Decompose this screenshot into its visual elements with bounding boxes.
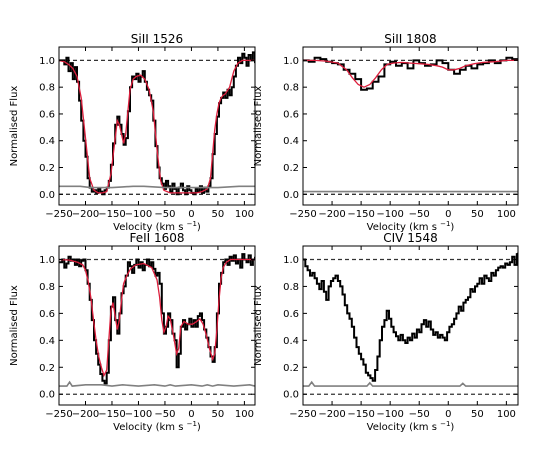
y-tick-label: 0.2 xyxy=(39,363,55,374)
panel-title: CIV 1548 xyxy=(383,231,437,245)
axes-frame xyxy=(302,245,519,406)
error-series-line xyxy=(59,380,255,387)
x-tick-label: −200 xyxy=(318,409,345,420)
x-axis-label: Velocity (km s −1) xyxy=(367,420,455,433)
data-series-line xyxy=(59,51,255,196)
y-tick-label: 0.2 xyxy=(283,163,299,174)
y-tick-label: 0.6 xyxy=(283,309,299,320)
x-tick-label: −250 xyxy=(289,209,316,220)
plot-area xyxy=(303,252,518,387)
x-tick-label: −150 xyxy=(347,209,374,220)
y-tick-label: 0.4 xyxy=(39,136,55,147)
plot-area xyxy=(59,51,255,196)
x-tick-label: −100 xyxy=(125,409,152,420)
x-tick-label: 50 xyxy=(471,209,484,220)
x-tick-label: −50 xyxy=(409,409,430,420)
x-tick-label: −150 xyxy=(347,409,374,420)
y-axis-label: Normalised Flux xyxy=(253,86,264,167)
y-tick-label: 0.0 xyxy=(283,390,299,401)
y-tick-label: 0.2 xyxy=(283,363,299,374)
panel-3: −250 −200 −150 −100 −50 0 50 100 0.0 0.2 0.4 0.6 0.8… xyxy=(9,231,256,433)
x-axis-label: Velocity (km s −1) xyxy=(113,420,201,433)
x-tick-label: 100 xyxy=(497,209,516,220)
data-series-line xyxy=(303,252,518,382)
x-axis-label: Velocity (km s −1) xyxy=(367,220,455,233)
y-axis-label: Normalised Flux xyxy=(9,285,20,366)
x-tick-label: −250 xyxy=(289,409,316,420)
y-tick-label: 1.0 xyxy=(283,255,299,266)
y-axis-label: Normalised Flux xyxy=(9,86,20,167)
plot-area xyxy=(303,56,518,193)
panel-title: FeII 1608 xyxy=(129,231,184,245)
x-tick-label: 50 xyxy=(212,409,225,420)
y-tick-label: 0.0 xyxy=(283,190,299,201)
y-tick-label: 0.8 xyxy=(283,282,299,293)
x-tick-label: 100 xyxy=(235,409,254,420)
x-tick-label: 0 xyxy=(445,209,451,220)
panel-title: SiII 1808 xyxy=(384,32,436,46)
x-tick-label: −150 xyxy=(98,409,125,420)
axes-frame xyxy=(58,245,256,406)
y-tick-label: 0.2 xyxy=(39,163,55,174)
model-series-line xyxy=(59,59,255,194)
y-tick-label: 0.4 xyxy=(283,336,299,347)
y-tick-label: 1.0 xyxy=(283,56,299,67)
error-series-line xyxy=(59,185,255,189)
y-tick-label: 1.0 xyxy=(39,255,55,266)
x-tick-label: −150 xyxy=(98,209,125,220)
error-series-line xyxy=(303,380,518,387)
x-tick-label: 100 xyxy=(235,209,254,220)
x-tick-label: −50 xyxy=(154,209,175,220)
y-tick-label: 0.8 xyxy=(39,83,55,94)
panel-4: −250 −200 −150 −100 −50 0 50 100 0.0 0.2 0.4 0.6 0.8… xyxy=(253,231,519,433)
y-tick-label: 0.6 xyxy=(39,109,55,120)
x-tick-label: −100 xyxy=(376,209,403,220)
y-tick-label: 0.8 xyxy=(39,282,55,293)
y-tick-label: 0.0 xyxy=(39,390,55,401)
x-tick-label: −200 xyxy=(72,409,99,420)
y-tick-label: 1.0 xyxy=(39,56,55,67)
y-tick-label: 0.0 xyxy=(39,190,55,201)
x-tick-label: −50 xyxy=(154,409,175,420)
x-tick-label: −250 xyxy=(45,209,72,220)
x-tick-label: 50 xyxy=(471,409,484,420)
axes-frame xyxy=(58,46,256,206)
panel-title: SiII 1526 xyxy=(131,32,183,46)
x-tick-label: 0 xyxy=(188,209,194,220)
x-tick-label: −100 xyxy=(125,209,152,220)
y-tick-label: 0.6 xyxy=(39,309,55,320)
y-tick-label: 0.6 xyxy=(283,109,299,120)
x-tick-label: −200 xyxy=(318,209,345,220)
model-series-line xyxy=(59,258,255,378)
x-tick-label: 100 xyxy=(497,409,516,420)
panel-2: −250 −200 −150 −100 −50 0 50 100 0.0 0.2 0.4 0.6 0.8… xyxy=(253,32,519,233)
plot-area xyxy=(59,253,255,387)
x-tick-label: −250 xyxy=(45,409,72,420)
x-tick-label: −100 xyxy=(376,409,403,420)
x-tick-label: 0 xyxy=(445,409,451,420)
x-tick-label: −200 xyxy=(72,209,99,220)
y-axis-label: Normalised Flux xyxy=(253,285,264,366)
panel-1: −250 −200 −150 −100 −50 0 50 100 0.0 0.2 0.4 0.6 0.8… xyxy=(9,32,256,233)
y-tick-label: 0.4 xyxy=(283,136,299,147)
axes-frame xyxy=(302,46,519,206)
model-series-line xyxy=(303,59,518,88)
x-tick-label: −50 xyxy=(409,209,430,220)
y-tick-label: 0.4 xyxy=(39,336,55,347)
x-tick-label: 0 xyxy=(188,409,194,420)
x-tick-label: 50 xyxy=(212,209,225,220)
x-axis-label: Velocity (km s −1) xyxy=(113,220,201,233)
data-series-line xyxy=(59,253,255,385)
y-tick-label: 0.8 xyxy=(283,83,299,94)
